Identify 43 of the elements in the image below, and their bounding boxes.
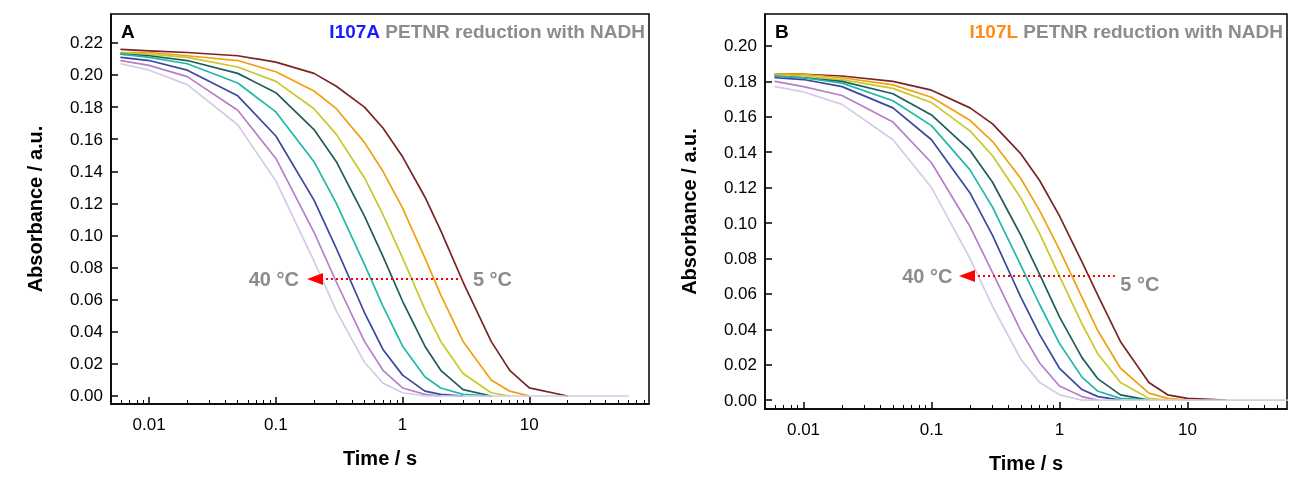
x-tick-label: 0.01 — [786, 420, 821, 439]
annotation: 5 °C — [1120, 273, 1160, 296]
y-tick-label: 0.06 — [69, 290, 103, 310]
y-tick-label: 0.00 — [723, 390, 757, 410]
annotation: 5 °C — [472, 267, 513, 290]
chart-title: I107L PETNR reduction with NADH — [969, 21, 1284, 42]
y-tick-label: 0.18 — [723, 71, 757, 91]
annotation: 40 °C — [902, 265, 953, 288]
y-tick-label: 0.02 — [69, 354, 103, 374]
y-tick-label: 0.12 — [723, 178, 757, 198]
x-axis-title: Time / s — [988, 452, 1064, 474]
y-tick-label: 0.20 — [69, 65, 103, 85]
annotation: A — [121, 21, 135, 42]
y-tick-label: 0.08 — [723, 248, 757, 268]
y-tick-label: 0.04 — [723, 319, 757, 339]
x-axis-title: Time / s — [342, 447, 418, 469]
y-tick-label: 0.20 — [723, 36, 757, 56]
y-tick-label: 0.14 — [69, 161, 103, 181]
x-tick-label: 1 — [397, 415, 408, 434]
y-tick-label: 0.22 — [69, 33, 103, 53]
y-tick-label: 0.06 — [723, 284, 757, 304]
x-tick-label: 10 — [519, 415, 539, 434]
x-tick-label: 0.1 — [919, 420, 944, 439]
chart-title: I107A PETNR reduction with NADH — [329, 21, 646, 42]
annotation: 40 °C — [248, 267, 299, 290]
y-axis-title: Absorbance / a.u. — [678, 128, 700, 295]
x-tick-label: 10 — [1177, 420, 1197, 439]
y-tick-label: 0.12 — [69, 193, 103, 213]
y-tick-label: 0.16 — [723, 107, 757, 127]
y-tick-label: 0.10 — [723, 213, 757, 233]
y-tick-label: 0.14 — [723, 142, 757, 162]
x-tick-label: 1 — [1054, 420, 1065, 439]
y-tick-label: 0.10 — [69, 225, 103, 245]
y-tick-label: 0.00 — [69, 386, 103, 406]
x-tick-label: 0.01 — [132, 415, 166, 434]
y-axis-title: Absorbance / a.u. — [24, 125, 46, 293]
y-tick-label: 0.02 — [723, 355, 757, 375]
y-tick-label: 0.16 — [69, 129, 103, 149]
annotation: B — [775, 21, 789, 42]
x-tick-label: 0.1 — [264, 415, 288, 434]
y-tick-label: 0.04 — [69, 322, 103, 342]
y-tick-label: 0.18 — [69, 97, 103, 117]
y-tick-label: 0.08 — [69, 258, 103, 278]
